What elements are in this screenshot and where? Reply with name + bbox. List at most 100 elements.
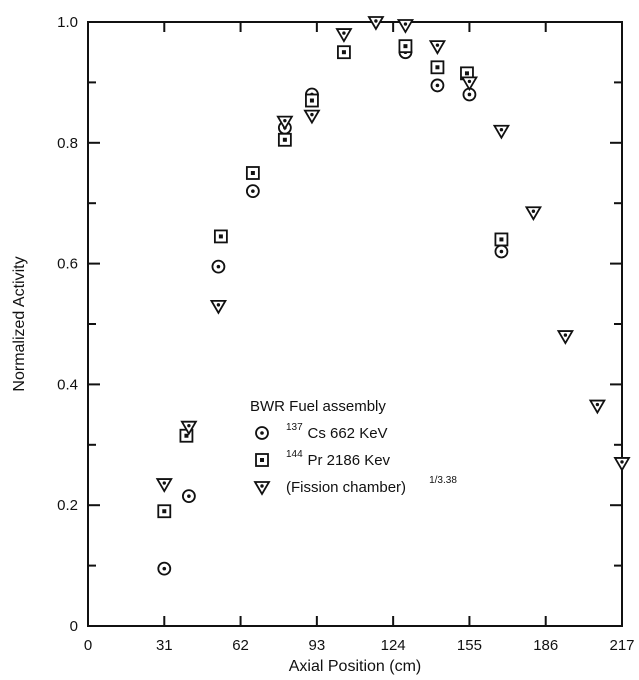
x-tick-label: 217 — [609, 637, 634, 654]
data-point — [556, 330, 574, 345]
marker-center — [435, 83, 440, 88]
data-point — [494, 232, 509, 247]
y-tick-label: 0.2 — [57, 497, 78, 514]
marker-center — [309, 98, 314, 103]
marker-outline — [524, 206, 542, 222]
x-tick-label: 62 — [232, 637, 249, 654]
y-tick-label: 0.6 — [57, 256, 78, 273]
legend-label: Pr 2186 Kev — [308, 452, 391, 469]
data-point — [398, 39, 413, 54]
data-point — [613, 457, 631, 472]
data-point — [430, 60, 445, 75]
series-3 — [155, 16, 631, 493]
marker-center — [187, 423, 191, 428]
data-point — [492, 124, 510, 140]
legend-title: BWR Fuel assembly — [250, 398, 386, 415]
marker-center — [218, 234, 223, 239]
data-point — [181, 489, 196, 504]
y-tick-label: 1.0 — [57, 14, 78, 31]
legend-marker — [255, 426, 269, 440]
marker-center — [499, 237, 504, 242]
marker-center — [342, 31, 346, 35]
marker-outline — [460, 76, 478, 92]
data-point — [277, 132, 292, 147]
data-point — [367, 16, 385, 31]
marker-center — [216, 303, 221, 307]
marker-center — [403, 22, 408, 26]
marker-center — [310, 112, 314, 117]
data-point — [276, 115, 294, 131]
data-point — [155, 478, 173, 493]
legend-exponent: 1/3.38 — [429, 475, 457, 486]
data-point — [588, 399, 606, 415]
marker-center — [464, 71, 469, 76]
legend-label: (Fission chamber) — [286, 479, 406, 496]
marker-center — [251, 189, 255, 193]
legend-label: Cs 662 KeV — [308, 425, 388, 442]
plot-frame — [87, 21, 623, 627]
y-tick-label: 0 — [70, 618, 78, 635]
marker-center — [260, 458, 264, 462]
legend-marker — [255, 453, 269, 467]
data-points — [155, 16, 631, 576]
marker-center — [435, 43, 440, 47]
marker-center — [499, 249, 504, 254]
series-2 — [157, 39, 509, 519]
marker-center — [260, 484, 264, 488]
marker-center — [620, 460, 624, 464]
marker-center — [341, 50, 346, 55]
marker-outline — [180, 420, 198, 436]
data-point — [524, 206, 542, 222]
marker-center — [435, 65, 440, 70]
marker-outline — [428, 40, 447, 55]
legend-superscript: 137 — [286, 422, 303, 433]
data-point — [335, 28, 353, 43]
data-point — [157, 504, 172, 519]
legend-marker — [253, 481, 271, 496]
marker-center — [283, 118, 287, 123]
marker-center — [162, 509, 167, 514]
axes — [87, 21, 623, 627]
x-tick-label: 124 — [381, 637, 406, 654]
marker-center — [282, 137, 287, 142]
marker-center — [403, 44, 408, 49]
data-point — [157, 561, 172, 576]
legend: BWR Fuel assembly 137 Cs 662 KeV 144 Pr 2186… — [250, 398, 457, 496]
marker-outline — [396, 19, 415, 34]
y-axis-label: Normalized Activity — [11, 256, 28, 391]
marker-center — [184, 433, 189, 438]
marker-center — [162, 481, 166, 485]
y-tick-label: 0.4 — [57, 376, 78, 393]
marker-center — [260, 431, 264, 435]
x-tick-label: 93 — [309, 637, 326, 654]
data-point — [211, 259, 226, 274]
marker-center — [563, 333, 568, 337]
marker-center — [531, 209, 536, 213]
marker-center — [216, 264, 221, 269]
data-point — [305, 93, 319, 108]
marker-outline — [253, 481, 271, 496]
ticks — [87, 21, 623, 627]
marker-center — [499, 128, 504, 132]
tick-labels: 0 31 62 93 124 155 186 217 0 0.2 0.4 0.6 0.8 1.0 — [57, 14, 634, 654]
data-point — [245, 166, 260, 180]
marker-outline — [492, 124, 510, 140]
marker-outline — [303, 109, 321, 125]
marker-center — [467, 79, 472, 84]
x-tick-label: 31 — [156, 637, 173, 654]
data-point — [428, 40, 447, 55]
marker-outline — [588, 399, 606, 415]
marker-center — [467, 92, 472, 97]
marker-center — [162, 566, 167, 571]
data-point — [245, 184, 260, 199]
marker-outline — [276, 115, 294, 131]
data-point — [460, 76, 478, 92]
data-point — [430, 78, 445, 93]
marker-center — [250, 171, 255, 175]
data-point — [213, 229, 228, 244]
marker-outline — [367, 16, 385, 31]
data-point — [337, 45, 351, 60]
y-tick-label: 0.8 — [57, 135, 78, 152]
marker-outline — [556, 330, 574, 345]
